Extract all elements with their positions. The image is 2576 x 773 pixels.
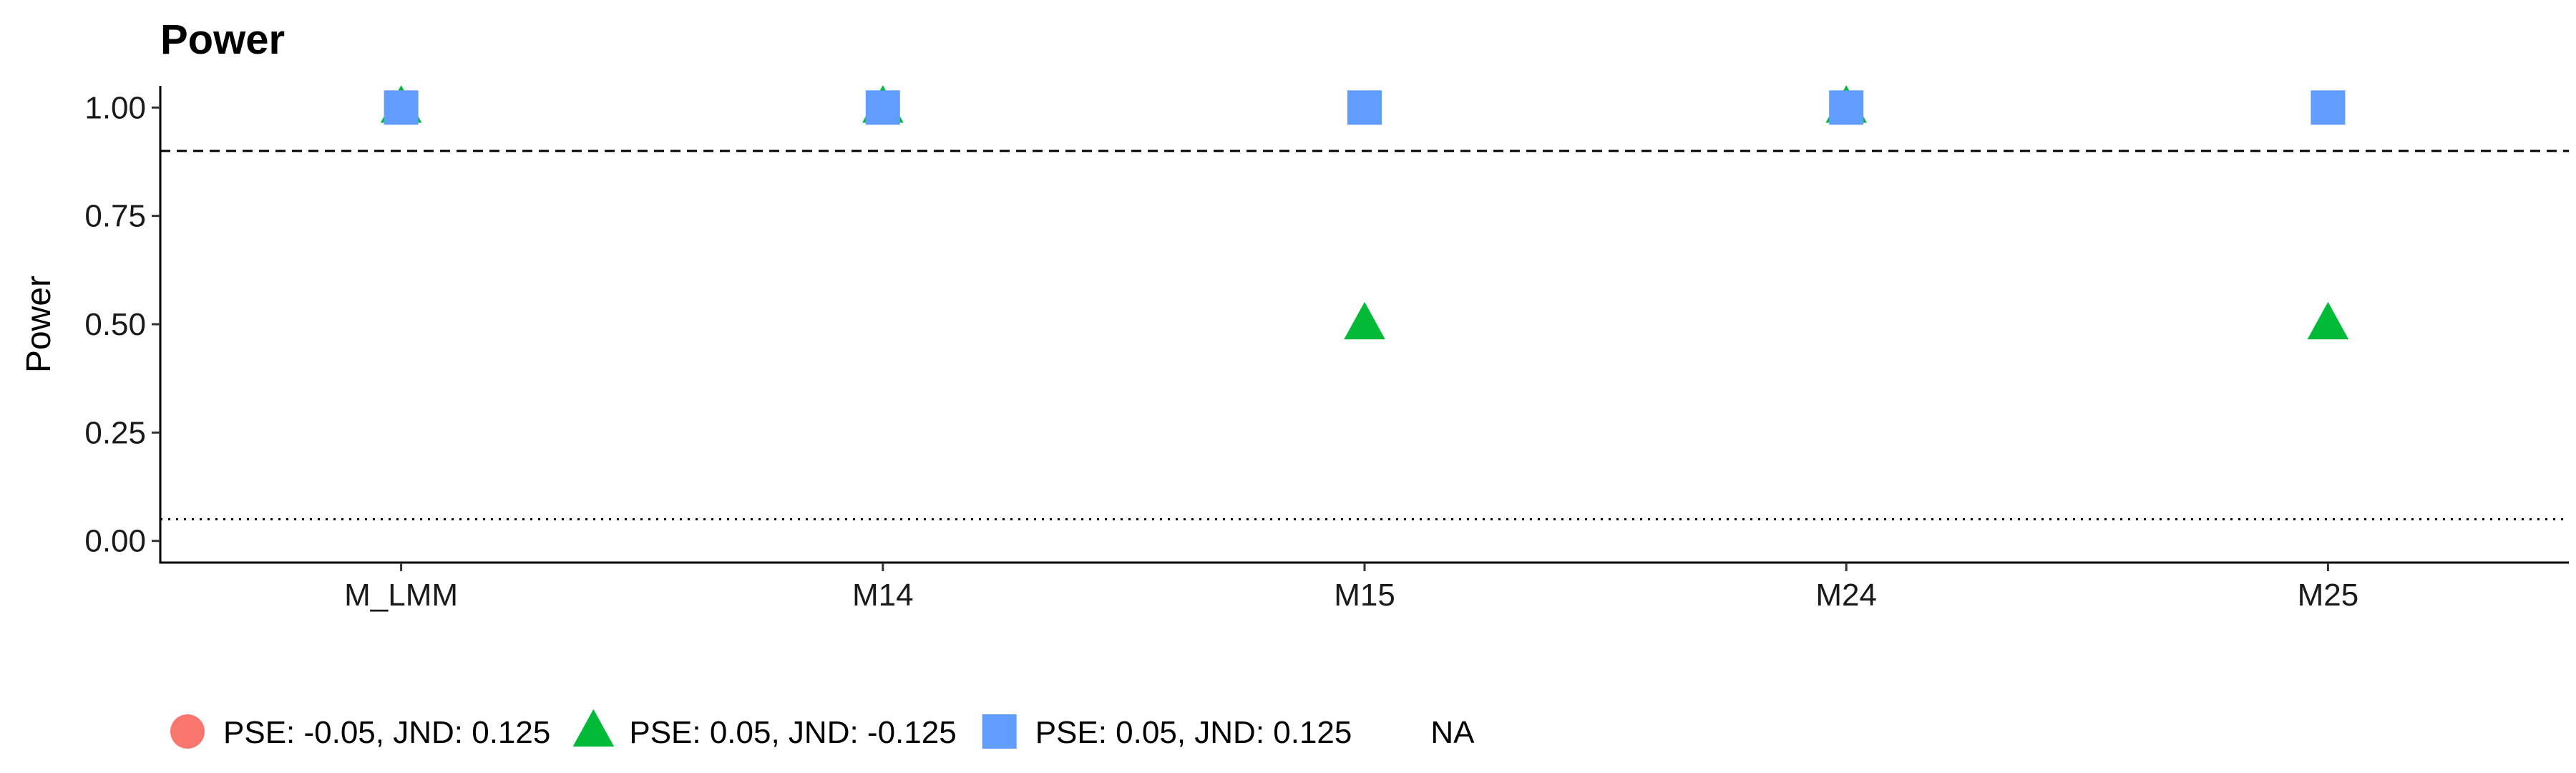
y-tick-label: 0.50	[84, 307, 146, 342]
legend-label: PSE: 0.05, JND: 0.125	[1035, 715, 1352, 750]
legend-label: PSE: 0.05, JND: -0.125	[629, 715, 956, 750]
data-point-triangle	[2307, 301, 2349, 340]
data-point-square	[1347, 90, 1382, 125]
legend-key-triangle	[572, 709, 615, 747]
y-tick-label: 0.25	[84, 415, 146, 450]
legend-label: NA	[1430, 715, 1475, 750]
y-tick-label: 0.00	[84, 524, 146, 559]
legend-key-circle	[170, 714, 205, 749]
data-point-square	[865, 90, 900, 125]
plot-area: 0.00 0.25 0.50 0.75 1.00 M_LMM M14 M15 M24 M25 Pow…	[20, 85, 2569, 613]
x-tick-label: M14	[852, 578, 914, 613]
chart-title: Power	[160, 16, 285, 63]
x-tick-label: M24	[1815, 578, 1877, 613]
data-point-triangle	[1344, 301, 1385, 340]
data-point-square	[2311, 90, 2346, 125]
x-tick-label: M_LMM	[344, 578, 458, 613]
data-point-square	[384, 90, 419, 125]
data-point-square	[1829, 90, 1864, 125]
y-tick-label: 0.75	[84, 199, 146, 234]
x-tick-label: M25	[2298, 578, 2359, 613]
y-axis-title: Power	[20, 276, 58, 373]
x-tick-label: M15	[1334, 578, 1395, 613]
legend-label: PSE: -0.05, JND: 0.125	[223, 715, 550, 750]
legend: PSE: -0.05, JND: 0.125 PSE: 0.05, JND: -0…	[170, 709, 1475, 750]
y-tick-label: 1.00	[84, 90, 146, 125]
legend-key-square	[982, 714, 1017, 749]
